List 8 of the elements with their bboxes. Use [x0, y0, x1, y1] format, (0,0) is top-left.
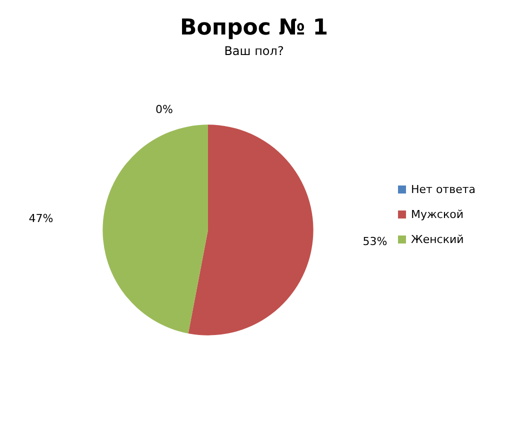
- text: 0%: [156, 103, 173, 116]
- data-label: 47%: [28, 212, 54, 226]
- chart-title: Вопрос № 1: [180, 16, 328, 40]
- chart-subtitle: Ваш пол?: [224, 44, 284, 58]
- data-label: 53%: [362, 234, 388, 248]
- legend-label: Нет ответа: [411, 183, 476, 196]
- legend-label: Мужской: [411, 208, 464, 221]
- legend-label: Женский: [411, 233, 464, 246]
